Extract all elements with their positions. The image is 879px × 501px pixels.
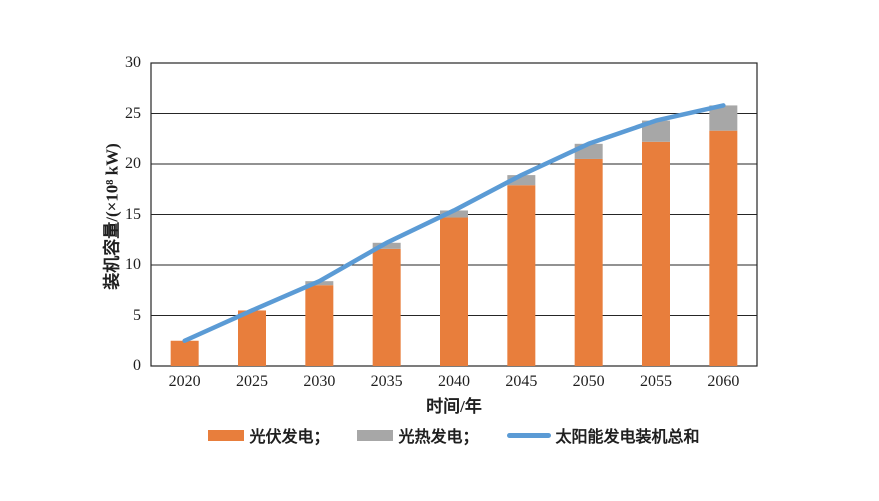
pv-swatch-icon (208, 429, 245, 441)
csp-legend-label: 光热发电； (398, 429, 479, 446)
pv-bar-2045 (507, 185, 536, 366)
csp-bar-2045 (507, 175, 536, 186)
pv-bar-2055 (642, 141, 670, 366)
x-axis-title: 时间/年 (426, 397, 482, 416)
x-tick-label-2050: 2050 (572, 373, 605, 390)
y-tick-label-20: 20 (125, 155, 141, 172)
pv-bar-2030 (305, 285, 334, 366)
pv-bar-2040 (440, 217, 468, 366)
x-tick-label-2060: 2060 (707, 373, 740, 390)
pv-bar-2035 (372, 248, 401, 366)
y-tick-label-25: 25 (125, 104, 141, 122)
pv-bar-2025 (238, 310, 266, 366)
csp-bar-2055 (642, 120, 670, 142)
total-line (182, 103, 726, 343)
x-tick-label-2045: 2045 (505, 373, 538, 390)
y-tick-label-30: 30 (125, 54, 141, 71)
pv-bar-2020 (170, 340, 199, 366)
total-legend-label: 太阳能发电装机总和 (555, 429, 700, 446)
csp-swatch-icon (357, 429, 394, 441)
y-tick-label-10: 10 (125, 256, 141, 273)
legend-item-pv: 光伏发电； (208, 423, 329, 447)
legend: 光伏发电； 光热发电； 太阳能发电装机总和 (151, 423, 757, 447)
x-tick-label-2040: 2040 (438, 373, 470, 390)
csp-bar-2040 (440, 210, 468, 218)
pv-legend-label: 光伏发电； (249, 429, 330, 446)
y-tick-label-15: 15 (125, 205, 141, 223)
pv-bar-2050 (574, 158, 603, 366)
legend-item-csp: 光热发电； (357, 423, 479, 447)
x-tick-label-2020: 2020 (168, 373, 201, 390)
x-tick-label-2030: 2030 (303, 373, 336, 390)
x-tick-label-2025: 2025 (236, 373, 268, 390)
y-tick-label-5: 5 (133, 306, 141, 324)
pv-bar-2060 (709, 130, 738, 366)
legend-item-total: 太阳能发电装机总和 (506, 423, 700, 447)
x-tick-label-2055: 2055 (640, 373, 672, 390)
csp-bar-2035 (372, 242, 401, 249)
y-tick-label-0: 0 (133, 357, 141, 374)
total-line-swatch-icon (506, 432, 551, 438)
x-tick-label-2035: 2035 (370, 373, 403, 390)
